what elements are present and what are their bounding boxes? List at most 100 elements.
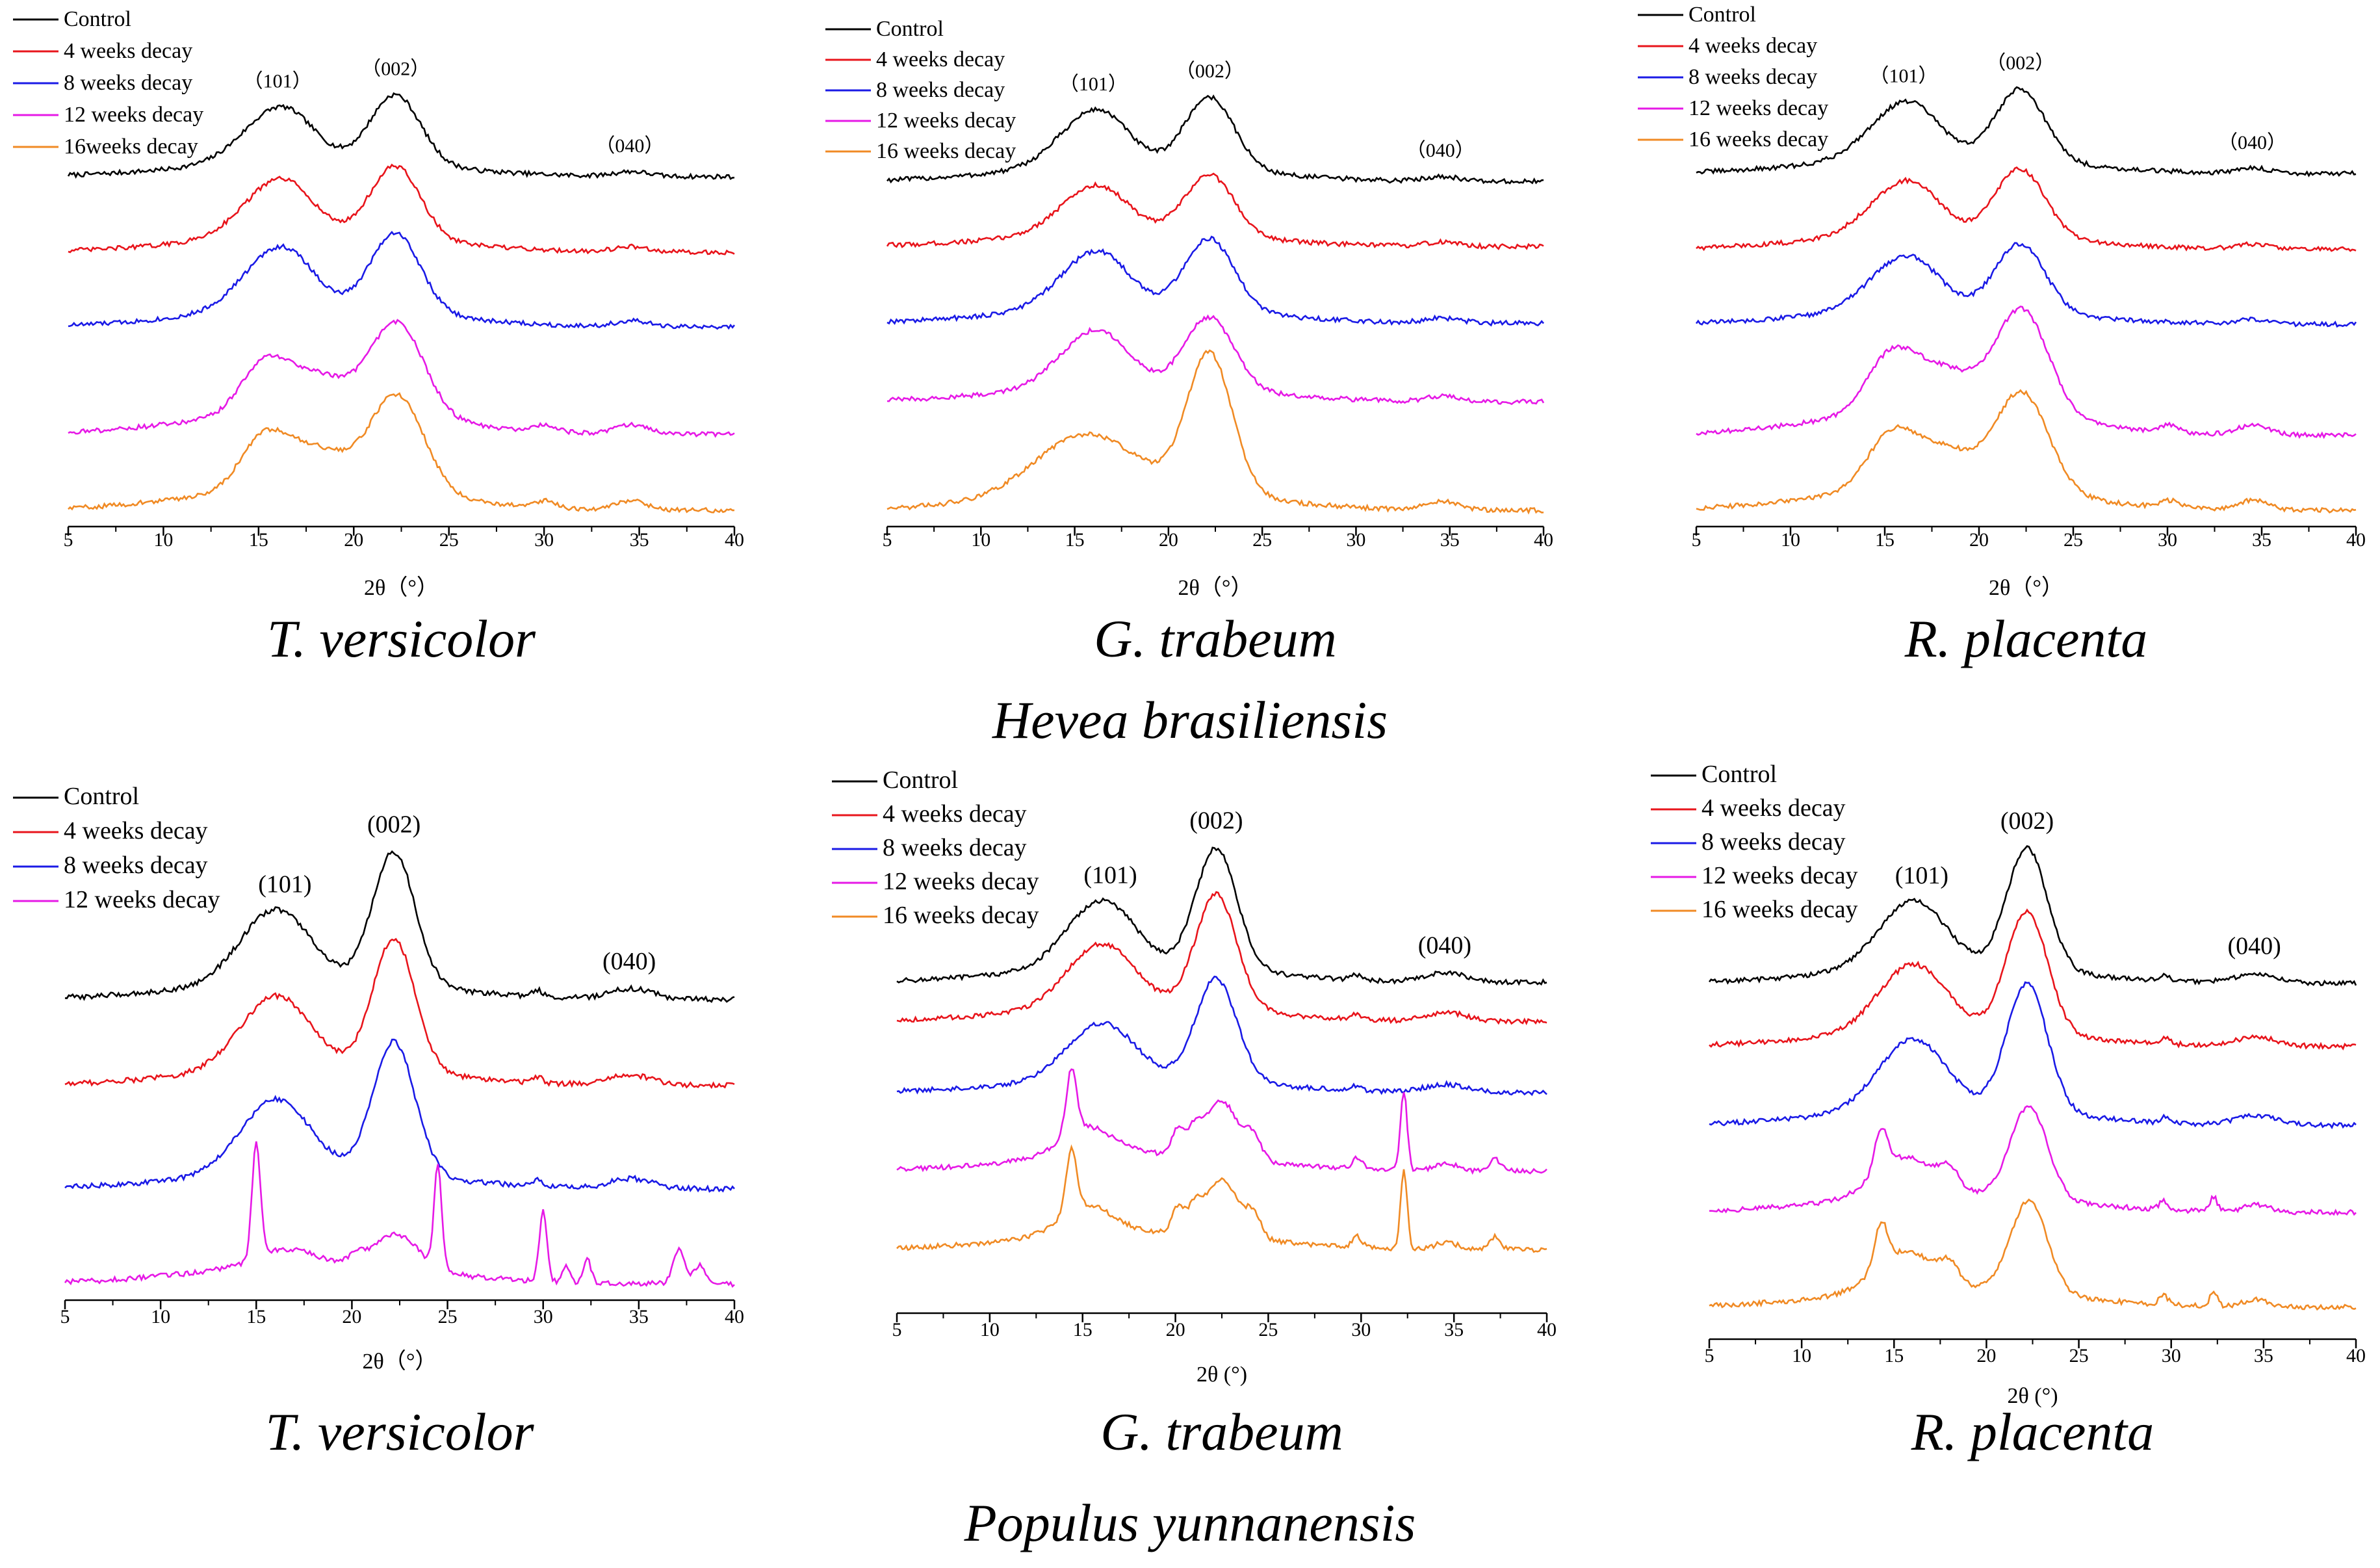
x-tick-label: 40 <box>725 1306 744 1327</box>
legend-entry: 4 weeks decay <box>64 39 192 63</box>
series-line-12-weeks-decay <box>1696 306 2357 439</box>
x-tick-label: 30 <box>2158 529 2177 551</box>
x-tick-label: 35 <box>1444 1319 1464 1340</box>
x-tick-label: 30 <box>534 529 554 551</box>
series-line-4-weeks-decay <box>64 937 735 1090</box>
series-line-16-weeks-decay <box>886 349 1544 515</box>
x-tick-label: 25 <box>1258 1319 1278 1340</box>
legend-entry: 12 weeks decay <box>883 868 1039 895</box>
legend-entry: 8 weeks decay <box>1688 65 1817 89</box>
legend-entry: 16 weeks decay <box>883 902 1039 929</box>
peak-annotation: （002） <box>1176 60 1244 82</box>
series-line-16-weeks-decay <box>1709 1198 2357 1311</box>
legend-entry: 8 weeks decay <box>64 71 192 95</box>
legend-entry: Control <box>64 783 139 810</box>
series-line-control <box>896 846 1547 986</box>
peak-annotation: (040) <box>602 948 656 975</box>
legend-entry: 8 weeks decay <box>1701 828 1846 856</box>
x-tick-label: 5 <box>892 1319 902 1340</box>
series-line-8-weeks-decay <box>896 975 1547 1097</box>
x-tick-label: 5 <box>883 529 892 551</box>
legend-entry: 12 weeks decay <box>64 886 220 913</box>
series-line-control <box>67 92 735 180</box>
series-line-4-weeks-decay <box>68 163 735 255</box>
x-tick-label: 20 <box>1166 1319 1185 1340</box>
chart-title: G. trabeum <box>1100 1402 1343 1461</box>
x-tick-label: 5 <box>1705 1345 1714 1366</box>
legend-entry: 12 weeks decay <box>1688 96 1828 120</box>
x-tick-label: 40 <box>2346 529 2366 551</box>
x-tick-label: 25 <box>439 529 459 551</box>
x-tick-label: 15 <box>246 1306 266 1327</box>
chart-title: T. versicolor <box>265 1402 534 1461</box>
series-line-8-weeks-decay <box>1695 242 2357 328</box>
chart-top-right: 5 10 15 20 25 30 35 40 2θ（°） Control 4 weeks decay… <box>1638 3 2366 668</box>
legend-entry: 12 weeks decay <box>64 103 203 127</box>
legend-entry: 16 weeks decay <box>1688 127 1828 151</box>
x-tick-label: 40 <box>1534 529 1553 551</box>
legend-entry: 8 weeks decay <box>876 78 1005 102</box>
x-tick-label: 35 <box>2252 529 2271 551</box>
caption-populus: Populus yunnanensis <box>964 1493 1416 1552</box>
x-tick-label: 35 <box>2254 1345 2273 1366</box>
series-line-8-weeks-decay <box>64 1038 735 1193</box>
legend-entry: 4 weeks decay <box>1688 34 1817 58</box>
peak-annotation: （040） <box>1406 140 1475 161</box>
legend-entry: 4 weeks decay <box>876 47 1005 72</box>
x-tick-label: 10 <box>153 529 173 551</box>
x-tick-label: 20 <box>344 529 363 551</box>
peak-annotation: （101） <box>1870 65 1938 86</box>
x-tick-label: 35 <box>1440 529 1460 551</box>
x-tick-label: 15 <box>1073 1319 1093 1340</box>
peak-annotation: (002) <box>1189 807 1243 835</box>
x-tick-label: 40 <box>1537 1319 1557 1340</box>
series-line-8-weeks-decay <box>68 230 736 330</box>
x-tick-label: 30 <box>1351 1319 1371 1340</box>
charts-layer: 5 10 15 20 25 30 35 40 2θ（°） Control 4 weeks decay… <box>13 3 2366 1461</box>
x-tick-label: 10 <box>980 1319 1000 1340</box>
series-line-4-weeks-decay <box>1696 166 2357 252</box>
x-tick-label: 15 <box>249 529 268 551</box>
x-tick-label: 20 <box>1969 529 1989 551</box>
legend-entry: Control <box>876 17 944 41</box>
peak-annotation: (002) <box>2000 807 2054 835</box>
series-line-control <box>886 94 1544 185</box>
x-tick-label: 35 <box>629 1306 649 1327</box>
series-line-16-weeks-decay <box>1696 389 2357 514</box>
chart-title: R. placenta <box>1911 1402 2154 1461</box>
peak-annotation: (040) <box>1418 932 1471 959</box>
peak-annotation: (101) <box>1083 861 1137 889</box>
series-line-control <box>1708 844 2357 987</box>
x-axis-label: 2θ（°） <box>1989 575 2063 600</box>
chart-bottom-left: 5 10 15 20 25 30 35 40 2θ（°） Control 4 weeks decay… <box>13 783 744 1461</box>
series-line-4-weeks-decay <box>896 891 1547 1026</box>
series-line-control <box>64 850 735 1003</box>
x-tick-label: 40 <box>2346 1345 2366 1366</box>
x-tick-label: 30 <box>1346 529 1365 551</box>
peak-annotation: （040） <box>2218 132 2286 153</box>
chart-bottom-middle: 5 10 15 20 25 30 35 40 2θ (°) Control 4 weeks deca… <box>832 766 1557 1461</box>
legend-entry: Control <box>883 766 958 794</box>
series-line-16-weeks-decay <box>896 1144 1547 1253</box>
x-tick-label: 35 <box>630 529 649 551</box>
chart-title: T. versicolor <box>267 609 536 668</box>
peak-annotation: （040） <box>595 135 664 157</box>
chart-top-middle: 5 10 15 20 25 30 35 40 2θ（°） Control 4 weeks decay… <box>825 17 1553 668</box>
legend-entry: 16 weeks decay <box>1701 896 1858 923</box>
legend-entry: 16weeks decay <box>64 135 198 159</box>
peak-annotation: (040) <box>2227 933 2281 960</box>
legend-entry: 4 weeks decay <box>1701 794 1846 822</box>
series-line-12-weeks-decay <box>64 1141 735 1288</box>
series-line-12-weeks-decay <box>896 1068 1547 1175</box>
x-axis-label: 2θ（°） <box>364 575 439 600</box>
legend-entry: 12 weeks decay <box>876 109 1016 133</box>
x-tick-label: 30 <box>534 1306 553 1327</box>
series-line-12-weeks-decay <box>68 319 735 438</box>
peak-annotation: (101) <box>1895 862 1948 889</box>
series-line-8-weeks-decay <box>1709 981 2357 1130</box>
x-tick-label: 20 <box>1159 529 1178 551</box>
x-tick-label: 20 <box>1976 1345 1996 1366</box>
x-tick-label: 25 <box>438 1306 458 1327</box>
